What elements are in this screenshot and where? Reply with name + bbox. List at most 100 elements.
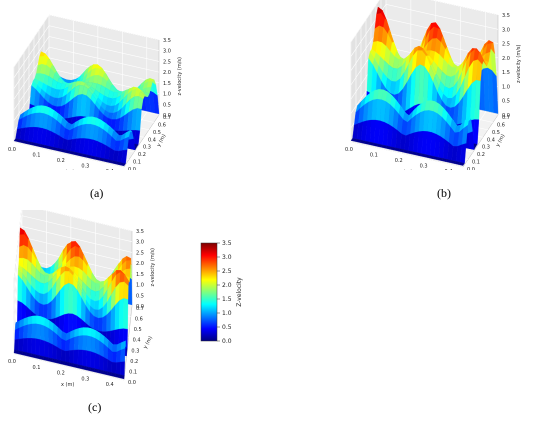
x-tick-label: 0.1 [370,153,378,159]
colorbar-tick-label: 3.0 [222,254,232,261]
surface-patch [36,315,41,325]
colorbar-tick-label: 3.5 [222,240,232,247]
surface-patch [18,338,24,352]
surface-patch [114,300,120,331]
y-tick-label: 0.3 [143,145,151,151]
surface-patch [111,361,117,374]
colorbar: 0.0 0.5 1.0 1.5 2.0 2.5 3.0 3.5 Z-velocity [195,240,245,350]
x-tick-label: 0.2 [57,158,65,164]
surface-patch [35,338,41,356]
surface-patch [120,348,126,363]
x-tick-label: 0.3 [81,376,89,382]
y-tick-label: 0.2 [130,359,138,365]
z-tick-label: 2.5 [136,250,144,256]
y-tick-label: 0.6 [497,122,505,128]
surface-patch [86,350,92,368]
surface-patch [18,325,24,340]
surface-patch [119,374,125,380]
colorbar-label: Z-velocity [236,277,243,307]
surface-patch [31,338,37,355]
x-tick-label: 0.2 [395,158,403,164]
surface-patch [43,292,49,306]
z-tick-label: 3.5 [163,38,171,44]
z-tick-label: 3.0 [136,240,144,246]
surface-patch [69,349,75,364]
y-tick-label: 0.6 [135,317,143,323]
surface-patch [116,349,122,363]
y-tick-label: 0.5 [153,130,161,136]
y-tick-label: 0.3 [131,348,139,354]
surface-patch [18,245,24,259]
y-axis-label: y (m) [142,335,154,350]
grid-line [13,67,125,168]
y-tick-label: 0.2 [477,152,485,158]
surface-patch [119,361,125,376]
x-axis-label: x (m) [399,170,412,171]
x-tick-label: 0.4 [106,169,114,170]
x-tick-label: 0.3 [81,164,89,170]
surface-patch [123,298,129,330]
surface-patch [14,338,20,351]
surface-patch [81,349,87,367]
z-tick-label: 3.0 [163,49,171,55]
y-tick-label: 0.4 [148,137,156,143]
grid-line [350,42,464,168]
z-tick-label: 3.5 [136,229,144,235]
z-tick-label: 2.5 [163,59,171,65]
surface-patch [94,338,100,356]
surface-patch [86,327,92,337]
x-tick-label: 0.1 [32,365,40,371]
surface-patch [94,352,100,370]
colorbar-tick-label: 2.5 [222,268,232,275]
surface-patch [39,282,45,295]
y-axis-label: y (m) [156,133,168,148]
chart-panel-b: 0.00.10.20.30.40.00.10.20.30.40.50.60.70… [275,0,550,176]
surface-patch [39,339,45,357]
x-tick-label: 0.1 [32,153,40,159]
z-tick-label: 0.5 [136,293,144,299]
surface-patch [95,283,100,292]
z-tick-label: 3.5 [502,13,510,19]
surface-patch [102,314,108,332]
z-axis-label: z-velocity (m/s) [516,44,522,83]
surface-patch [39,293,44,306]
surface-patch [458,162,465,166]
surface [350,6,499,166]
surface-patch [78,335,83,351]
y-tick-label: 0.0 [128,167,136,170]
surface-patch [59,284,65,317]
surface-patch [43,340,49,358]
surface-patch [78,327,84,337]
surface-patch [90,351,96,369]
surface-patch [64,271,70,286]
y-tick-label: 0.0 [467,167,475,170]
surface-patch [69,337,75,351]
z-tick-label: 0.0 [502,113,510,119]
surface-patch [48,328,54,345]
surface [13,227,133,380]
surface-patch [103,356,108,372]
x-tick-label: 0.2 [57,371,65,377]
z-tick-label: 2.5 [502,42,510,48]
surface-patch [119,281,125,301]
surface-patch [111,351,117,363]
surface-patch [93,316,99,332]
surface-patch [44,325,50,343]
surface-patch [74,245,80,258]
surface-patch [19,234,25,248]
surface-patch [22,338,28,353]
surface-patch [31,323,37,339]
y-tick-label: 0.7 [163,115,171,121]
surface-patch [39,324,45,342]
colorbar-gradient [200,242,218,342]
surface-plot-a: 0.00.10.20.30.40.00.10.20.30.40.50.60.70… [8,14,183,176]
x-tick-label: 0.4 [445,169,453,170]
surface-patch [72,284,78,317]
y-tick-label: 0.3 [482,145,490,151]
surface-patch [77,349,83,366]
surface-patch [68,283,74,315]
y-tick-label: 0.7 [136,306,144,312]
z-tick-label: 1.0 [502,84,510,90]
z-tick-label: 0.5 [502,99,510,105]
surface-patch [90,336,96,354]
